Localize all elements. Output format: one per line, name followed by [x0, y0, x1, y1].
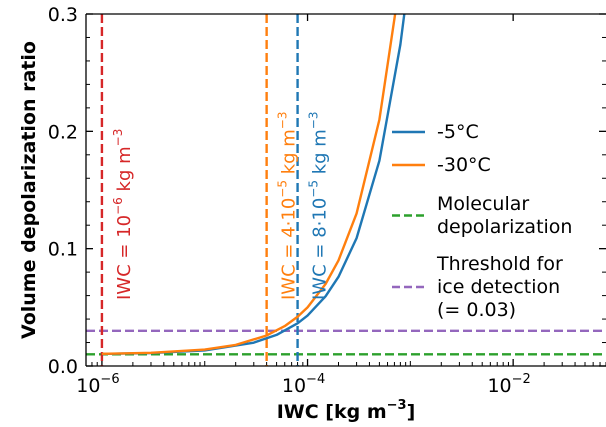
- hlines-layer: [86, 329, 606, 356]
- legend-label-3: Threshold for: [436, 253, 563, 275]
- x-tick-label: 10−6: [76, 372, 119, 397]
- legend-label-3: ice detection: [437, 276, 560, 298]
- x-axis-title: IWC [kg m−3]: [277, 398, 416, 423]
- y-tick-label: 0.3: [48, 4, 78, 26]
- series-line-1: [101, 14, 397, 355]
- legend-label-2: depolarization: [437, 216, 572, 238]
- y-tick-label: 0.2: [48, 121, 78, 143]
- x-tick-label: 10−4: [282, 372, 325, 397]
- legend-label-0: -5°C: [437, 121, 479, 143]
- x-tick-label: 10−2: [487, 372, 530, 397]
- vlines-layer: [100, 14, 299, 366]
- vline-label-0: IWC = 10−6 kg m−3: [111, 129, 135, 300]
- y-tick-label: 0.0: [48, 356, 78, 378]
- series-layer: [101, 14, 406, 356]
- y-axis-title: Volume depolarization ratio: [18, 41, 40, 339]
- vline-label-2: IWC = 8·10−5 kg m−3: [307, 111, 331, 300]
- legend-label-3: (= 0.03): [437, 299, 516, 321]
- vline-label-1: IWC = 4·10−5 kg m−3: [276, 111, 300, 300]
- y-tick-label: 0.1: [48, 239, 78, 261]
- legend-label-2: Molecular: [437, 193, 529, 215]
- axes-layer: [85, 13, 606, 367]
- annotation-layer: IWC = 10−6 kg m−3 IWC = 4·10−5 kg m−3 IWC …: [111, 111, 331, 300]
- legend-label-1: -30°C: [437, 154, 491, 176]
